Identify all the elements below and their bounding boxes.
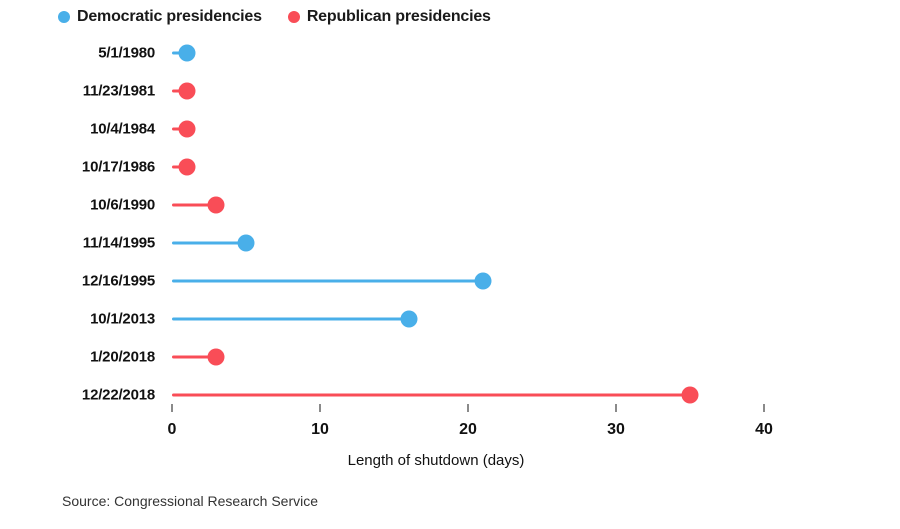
- row-date-label: 12/16/1995: [81, 272, 155, 290]
- lollipop-dot: [207, 196, 225, 214]
- legend-item-democratic: Democratic presidencies: [58, 8, 262, 26]
- lollipop-stem: [172, 393, 690, 397]
- chart-row: 12/16/1995: [0, 262, 900, 300]
- row-date-label: 11/14/1995: [82, 234, 155, 252]
- x-axis-title: Length of shutdown (days): [347, 452, 525, 469]
- chart-row: 10/6/1990: [0, 186, 900, 224]
- row-date-label: 10/6/1990: [90, 196, 155, 214]
- row-date-label: 5/1/1980: [98, 44, 155, 62]
- lollipop-dot: [474, 272, 492, 290]
- lollipop-stem: [172, 317, 409, 321]
- source-note: Source: Congressional Research Service: [62, 493, 319, 509]
- lollipop-dot: [178, 158, 196, 176]
- chart-row: 10/17/1986: [0, 148, 900, 186]
- chart-row: 12/22/2018: [0, 376, 900, 414]
- legend-republican-label: Republican presidencies: [306, 8, 491, 25]
- lollipop-stem: [172, 279, 483, 283]
- lollipop-dot: [400, 310, 418, 328]
- row-date-label: 1/20/2018: [90, 348, 155, 366]
- legend-democratic-label: Democratic presidencies: [77, 8, 262, 25]
- legend-democratic-dot-icon: [58, 11, 70, 23]
- row-date-label: 10/4/1984: [90, 120, 155, 138]
- lollipop-stem: [172, 203, 217, 207]
- legend: Democratic presidencies Republican presi…: [58, 8, 491, 26]
- row-date-label: 11/23/1981: [82, 82, 155, 100]
- lollipop-stem: [172, 241, 246, 245]
- legend-republican-dot-icon: [287, 11, 300, 23]
- legend-item-republican: Republican presidencies: [287, 8, 491, 26]
- chart-row: 10/1/2013: [0, 300, 900, 338]
- lollipop-dot: [237, 234, 255, 252]
- lollipop-dot: [207, 348, 225, 366]
- chart-row: 11/23/1981: [0, 72, 900, 110]
- chart-row: 5/1/1980: [0, 34, 900, 72]
- chart-row: 1/20/2018: [0, 338, 900, 376]
- lollipop-dot: [178, 120, 196, 138]
- lollipop-stem: [172, 355, 217, 359]
- chart-row: 10/4/1984: [0, 110, 900, 148]
- row-date-label: 12/22/2018: [81, 386, 155, 404]
- lollipop-dot: [178, 82, 196, 100]
- lollipop-dot: [681, 386, 699, 404]
- chart-row: 11/14/1995: [0, 224, 900, 262]
- row-date-label: 10/17/1986: [81, 158, 155, 176]
- row-date-label: 10/1/2013: [90, 310, 155, 328]
- lollipop-dot: [178, 44, 196, 62]
